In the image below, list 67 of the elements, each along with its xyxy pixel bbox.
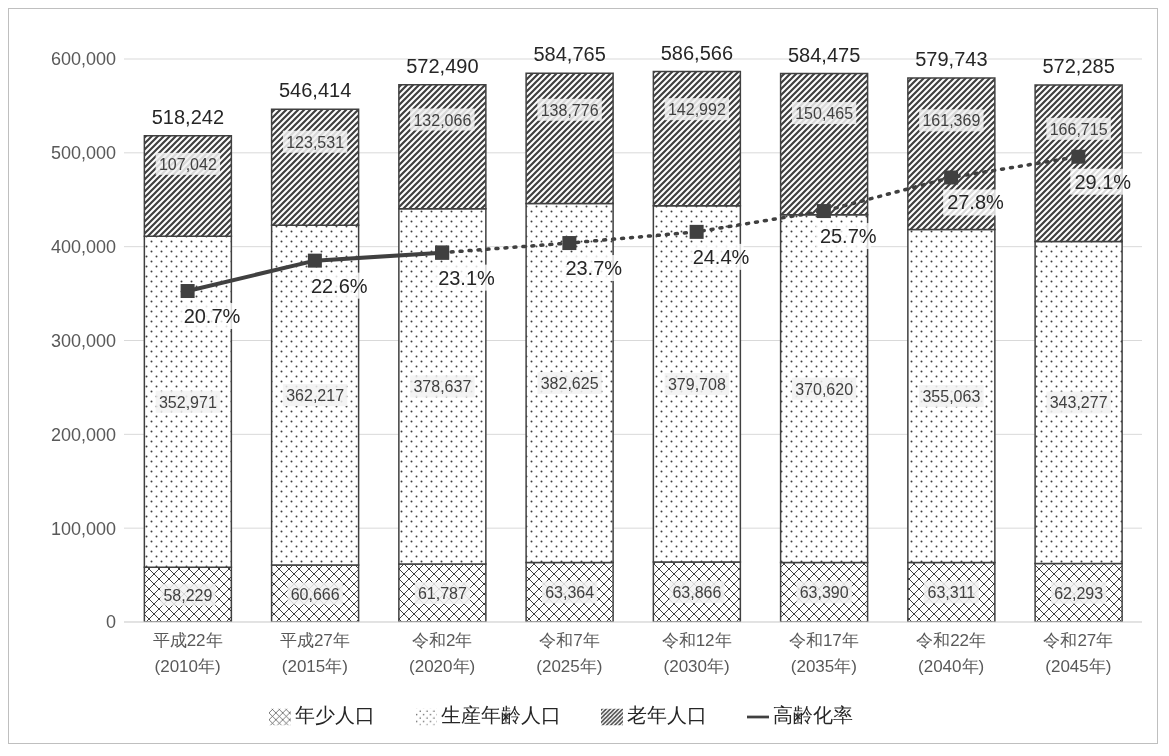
data-label: 378,637 [413, 378, 472, 396]
data-label: 22.6% [310, 274, 368, 297]
data-label: 161,369 [922, 112, 981, 130]
data-label: 60,666 [290, 585, 340, 603]
y-tick-label: 100,000 [50, 518, 116, 539]
legend-label: 高齢化率 [772, 704, 853, 726]
x-tick-label: 令和27年 (2045年) [1043, 631, 1114, 676]
data-label: 20.7% [183, 305, 241, 328]
y-tick-label: 500,000 [50, 143, 116, 164]
data-label: 62,293 [1054, 584, 1104, 602]
data-label: 343,277 [1049, 394, 1108, 412]
data-label: 29.1% [1074, 170, 1132, 193]
data-label: 166,715 [1049, 120, 1108, 138]
point [689, 224, 704, 239]
data-label: 138,776 [540, 101, 599, 119]
data-label: 150,465 [795, 105, 854, 123]
x-tick-label: 令和17年 (2035年) [788, 631, 859, 676]
total-label: 572,285 [1042, 55, 1115, 78]
total-label: 518,242 [151, 105, 225, 128]
data-label: 107,042 [158, 155, 217, 173]
x-tick-label: 令和2年 (2020年) [409, 631, 476, 676]
data-label: 379,708 [667, 375, 726, 393]
data-label: 352,971 [158, 393, 217, 411]
data-label: 25.7% [819, 225, 877, 248]
legend-label: 年少人口 [294, 704, 375, 726]
data-label: 362,217 [286, 387, 345, 405]
point [435, 245, 450, 260]
data-label: 27.8% [947, 191, 1005, 214]
data-label: 142,992 [667, 101, 726, 119]
legend-label: 生産年齢人口 [440, 704, 561, 726]
data-label: 355,063 [922, 388, 981, 406]
y-tick-label: 300,000 [50, 330, 116, 351]
x-tick-label: 平成27年 (2015年) [279, 631, 350, 676]
point [944, 170, 959, 185]
data-label: 63,390 [799, 584, 849, 602]
data-label: 382,625 [540, 375, 599, 393]
point [180, 284, 195, 299]
total-label: 546,414 [278, 79, 352, 102]
point [562, 236, 577, 251]
point [816, 204, 831, 219]
total-label: 579,743 [915, 48, 988, 71]
data-label: 132,066 [413, 111, 472, 129]
y-tick-label: 0 [105, 612, 116, 633]
data-label: 63,311 [927, 584, 976, 602]
point [307, 253, 322, 268]
point [1071, 149, 1086, 164]
data-label: 123,531 [286, 133, 345, 151]
x-tick-label: 令和22年 (2040年) [916, 631, 987, 676]
data-label: 24.4% [692, 245, 750, 268]
data-label: 61,787 [417, 585, 467, 603]
x-tick-label: 令和12年 (2030年) [661, 631, 732, 676]
data-label: 58,229 [163, 586, 213, 604]
total-label: 584,475 [787, 43, 861, 66]
x-tick-label: 令和7年 (2025年) [536, 631, 603, 676]
data-label: 63,364 [545, 584, 595, 602]
total-label: 584,765 [533, 43, 606, 66]
y-tick-label: 600,000 [50, 49, 116, 70]
y-tick-label: 200,000 [50, 424, 116, 445]
y-tick-label: 400,000 [50, 237, 116, 258]
data-label: 23.7% [565, 257, 623, 280]
data-label: 370,620 [795, 380, 854, 398]
x-tick-label: 平成22年 (2010年) [152, 631, 223, 676]
data-label: 23.1% [438, 266, 496, 289]
legend-label: 老年人口 [626, 704, 707, 726]
data-label: 63,866 [672, 584, 722, 602]
total-label: 586,566 [660, 41, 734, 64]
total-label: 572,490 [406, 54, 479, 77]
